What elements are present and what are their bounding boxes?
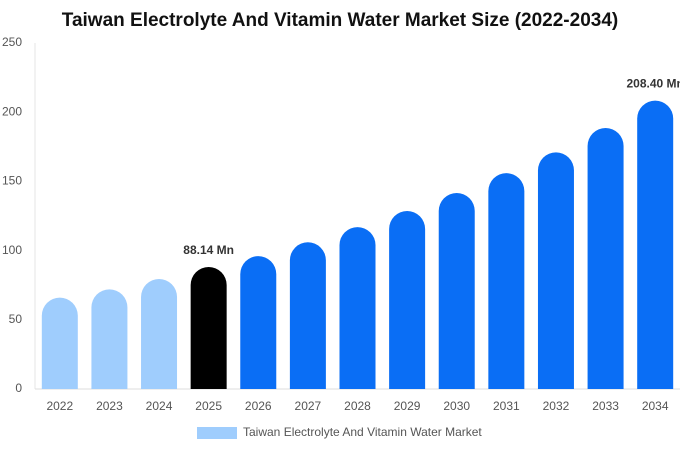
y-tick-label: 0 — [15, 381, 22, 395]
x-tick-label: 2033 — [592, 399, 619, 413]
x-tick-label: 2025 — [195, 399, 222, 413]
x-tick-label: 2029 — [394, 399, 421, 413]
x-tick-label: 2031 — [493, 399, 520, 413]
data-label: 88.14 Mn — [183, 243, 234, 257]
bar — [289, 242, 326, 389]
bar — [488, 173, 525, 389]
bar — [537, 152, 574, 389]
bar — [389, 211, 426, 389]
x-tick-label: 2026 — [245, 399, 272, 413]
data-label: 208.40 Mn — [627, 77, 680, 91]
y-tick-label: 100 — [2, 243, 22, 257]
x-tick-label: 2028 — [344, 399, 371, 413]
x-tick-label: 2024 — [146, 399, 173, 413]
bar — [240, 256, 277, 389]
x-tick-label: 2030 — [443, 399, 470, 413]
chart-title: Taiwan Electrolyte And Vitamin Water Mar… — [62, 10, 618, 31]
x-tick-label: 2032 — [543, 399, 570, 413]
y-tick-label: 150 — [2, 174, 22, 188]
bar — [141, 278, 178, 389]
bar — [91, 289, 128, 389]
bar — [190, 267, 227, 389]
y-tick-label: 50 — [9, 312, 23, 326]
x-tick-label: 2027 — [295, 399, 322, 413]
x-tick-label: 2034 — [642, 399, 669, 413]
bar — [637, 100, 674, 389]
bar — [41, 297, 78, 389]
x-tick-label: 2022 — [46, 399, 73, 413]
x-tick-label: 2023 — [96, 399, 123, 413]
y-tick-label: 250 — [2, 35, 22, 49]
bar — [587, 127, 624, 390]
bar — [339, 227, 376, 389]
bar — [438, 193, 475, 389]
legend-swatch — [197, 427, 237, 439]
legend-label: Taiwan Electrolyte And Vitamin Water Mar… — [243, 425, 482, 439]
y-tick-label: 200 — [2, 104, 22, 118]
